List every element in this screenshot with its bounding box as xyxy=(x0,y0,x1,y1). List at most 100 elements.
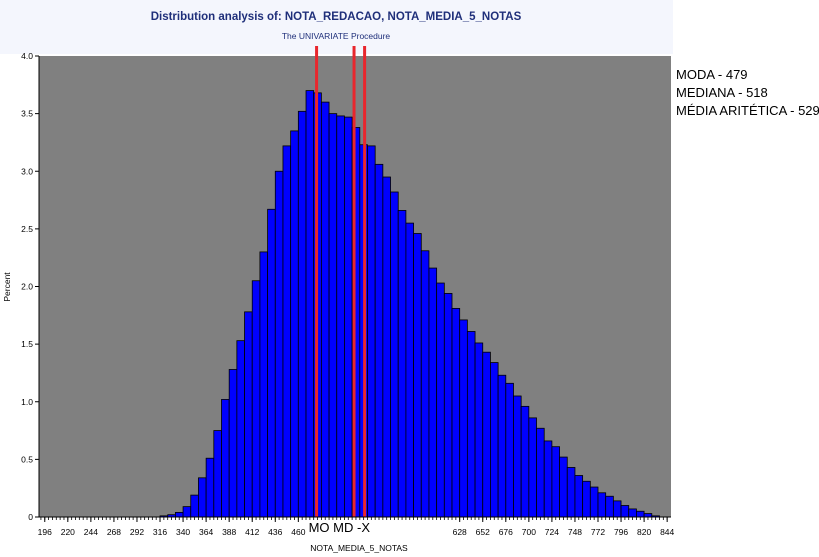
y-tick-label: 4.0 xyxy=(21,51,33,61)
histogram-bar xyxy=(605,495,614,518)
histogram-bar xyxy=(182,506,192,518)
y-tick-label: 0 xyxy=(28,512,33,522)
x-tick-label: 844 xyxy=(660,527,674,537)
y-axis-label: Percent xyxy=(2,272,12,302)
histogram-bar xyxy=(636,510,645,518)
x-axis-label: NOTA_MEDIA_5_NOTAS xyxy=(310,543,408,553)
histogram-bar xyxy=(436,282,445,518)
marker-lines: MO MD -X xyxy=(309,46,371,535)
x-tick-label: 820 xyxy=(637,527,651,537)
chart-title: Distribution analysis of: NOTA_REDACAO, … xyxy=(151,11,522,23)
histogram-bar xyxy=(428,267,438,518)
y-tick-label: 2.0 xyxy=(21,282,33,292)
histogram-bar xyxy=(566,467,576,518)
chart-subtitle: The UNIVARIATE Procedure xyxy=(282,31,391,41)
moda-annotation: MODA - 479 xyxy=(676,67,748,82)
histogram-bar xyxy=(305,90,315,518)
x-tick-label: 244 xyxy=(84,527,98,537)
histogram-bar xyxy=(228,369,238,518)
x-tick-label: 628 xyxy=(453,527,467,537)
x-tick-label: 340 xyxy=(176,527,190,537)
x-tick-label: 364 xyxy=(199,527,213,537)
y-tick-label: 3.5 xyxy=(21,109,33,119)
histogram-bar xyxy=(244,311,253,518)
x-tick-label: 436 xyxy=(268,527,282,537)
histogram-bar xyxy=(474,342,484,518)
x-tick-label: 220 xyxy=(61,527,75,537)
histogram-bar xyxy=(528,417,537,518)
histogram-bar xyxy=(290,130,299,518)
histogram-bar xyxy=(582,480,591,518)
histogram-bar xyxy=(551,446,560,518)
histogram-bar xyxy=(420,250,430,518)
histogram-bar xyxy=(559,456,568,518)
x-tick-label: 316 xyxy=(153,527,167,537)
x-tick-label: 700 xyxy=(522,527,536,537)
x-tick-label: 460 xyxy=(291,527,305,537)
histogram-bar xyxy=(643,513,653,518)
x-tick-label: 748 xyxy=(568,527,582,537)
histogram-bar xyxy=(520,405,530,518)
histogram-bar xyxy=(497,374,507,518)
histogram-bar xyxy=(374,163,384,518)
histogram-bar xyxy=(589,486,599,518)
title-band xyxy=(0,0,673,54)
x-tick-label: 772 xyxy=(591,527,605,537)
marker-labels: MO MD -X xyxy=(309,520,371,535)
x-tick-label: 412 xyxy=(245,527,259,537)
histogram-bar xyxy=(221,399,230,518)
histogram-bar xyxy=(612,500,622,518)
histogram-bar xyxy=(382,176,391,518)
histogram-bar xyxy=(466,331,476,518)
y-tick-label: 0.5 xyxy=(21,454,33,464)
statistics-annotation: MODA - 479 MEDIANA - 518 MÉDIA ARITÉTICA… xyxy=(676,66,819,120)
histogram-bar xyxy=(267,208,276,518)
x-tick-label: 676 xyxy=(499,527,513,537)
histogram-bar xyxy=(190,494,199,518)
marker-label: -X xyxy=(353,520,370,535)
histogram-bar xyxy=(344,116,353,518)
histogram-bar xyxy=(482,351,491,518)
histogram-bar xyxy=(336,115,345,518)
histogram-bar xyxy=(443,293,453,518)
histogram-bar xyxy=(259,251,268,518)
x-tick-label: 388 xyxy=(222,527,236,537)
histogram-bar xyxy=(490,362,499,518)
y-tick-label: 2.5 xyxy=(21,224,33,234)
media-annotation: MÉDIA ARITÉTICA - 529 xyxy=(676,103,819,118)
x-tick-label: 268 xyxy=(107,527,121,537)
y-tick-label: 1.5 xyxy=(21,339,33,349)
histogram-bar xyxy=(198,477,207,518)
y-axis: 0 0.5 1.0 1.5 2.0 2.5 3.0 3.5 4.0 xyxy=(21,51,40,522)
histogram-bar xyxy=(174,511,184,518)
x-tick-label: 724 xyxy=(545,527,559,537)
x-axis: 196 220 244 268 292 316 340 364 388 412 436 460 628 6… xyxy=(38,516,675,537)
y-tick-label: 3.0 xyxy=(21,166,33,176)
histogram-bar xyxy=(536,427,545,518)
histogram-bar xyxy=(628,508,637,518)
histogram-bar xyxy=(505,382,514,518)
histogram-bar xyxy=(413,233,422,518)
histogram-bar xyxy=(282,145,292,518)
x-tick-label: 796 xyxy=(614,527,628,537)
histogram-bar xyxy=(397,210,407,518)
mediana-annotation: MEDIANA - 518 xyxy=(676,85,768,100)
histogram-bar xyxy=(320,101,330,518)
x-tick-label: 652 xyxy=(476,527,490,537)
histogram-bar xyxy=(513,395,522,518)
x-tick-label: 196 xyxy=(38,527,52,537)
histogram-bar xyxy=(251,280,261,518)
histogram-bar xyxy=(390,191,399,518)
histogram-bar xyxy=(367,145,376,518)
histogram-bar xyxy=(597,492,607,518)
histogram-bar xyxy=(405,222,414,518)
histogram-bar xyxy=(213,430,222,518)
histogram-bar xyxy=(205,457,215,518)
histogram-bar xyxy=(328,113,338,518)
histogram-bar xyxy=(274,170,284,518)
histogram-bar xyxy=(574,475,584,518)
histogram-bar xyxy=(451,307,461,518)
histogram-bar xyxy=(543,440,553,518)
y-tick-label: 1.0 xyxy=(21,397,33,407)
